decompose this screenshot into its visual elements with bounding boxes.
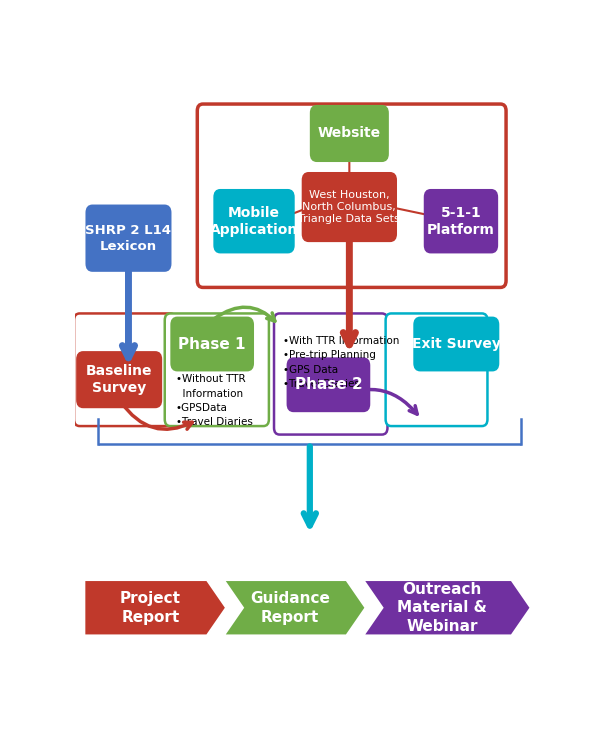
Text: Outreach
Material &
Webinar: Outreach Material & Webinar bbox=[397, 581, 487, 634]
FancyBboxPatch shape bbox=[87, 206, 170, 270]
Text: •With TTR Information
•Pre-trip Planning
•GPS Data
•Travel Diaries: •With TTR Information •Pre-trip Planning… bbox=[283, 336, 400, 390]
Text: Phase 2: Phase 2 bbox=[295, 377, 362, 392]
FancyBboxPatch shape bbox=[274, 313, 388, 434]
FancyBboxPatch shape bbox=[172, 318, 253, 370]
Text: Phase 1: Phase 1 bbox=[178, 337, 246, 351]
Text: Guidance
Report: Guidance Report bbox=[250, 591, 330, 625]
Text: Project
Report: Project Report bbox=[120, 591, 181, 625]
FancyBboxPatch shape bbox=[197, 104, 506, 287]
FancyBboxPatch shape bbox=[165, 313, 269, 426]
Text: Baseline
Survey: Baseline Survey bbox=[86, 364, 152, 395]
Text: Mobile
Application: Mobile Application bbox=[210, 206, 298, 237]
Polygon shape bbox=[364, 580, 531, 636]
FancyBboxPatch shape bbox=[415, 318, 498, 370]
Text: •Without TTR
  Information
•GPSData
•Travel Diaries: •Without TTR Information •GPSData •Trave… bbox=[176, 374, 253, 428]
FancyBboxPatch shape bbox=[311, 107, 388, 161]
Polygon shape bbox=[224, 580, 365, 636]
Text: 5-1-1
Platform: 5-1-1 Platform bbox=[427, 206, 495, 237]
FancyBboxPatch shape bbox=[288, 359, 369, 411]
FancyBboxPatch shape bbox=[386, 313, 487, 426]
FancyBboxPatch shape bbox=[74, 313, 176, 426]
Text: SHRP 2 L14
Lexicon: SHRP 2 L14 Lexicon bbox=[85, 223, 172, 253]
FancyBboxPatch shape bbox=[303, 173, 395, 241]
Text: Exit Survey: Exit Survey bbox=[412, 337, 501, 351]
Polygon shape bbox=[84, 580, 226, 636]
Text: West Houston,
North Columbus,
Triangle Data Sets: West Houston, North Columbus, Triangle D… bbox=[298, 190, 400, 224]
FancyBboxPatch shape bbox=[425, 190, 497, 252]
FancyBboxPatch shape bbox=[77, 353, 161, 407]
Text: Website: Website bbox=[318, 126, 381, 140]
FancyBboxPatch shape bbox=[215, 190, 293, 252]
